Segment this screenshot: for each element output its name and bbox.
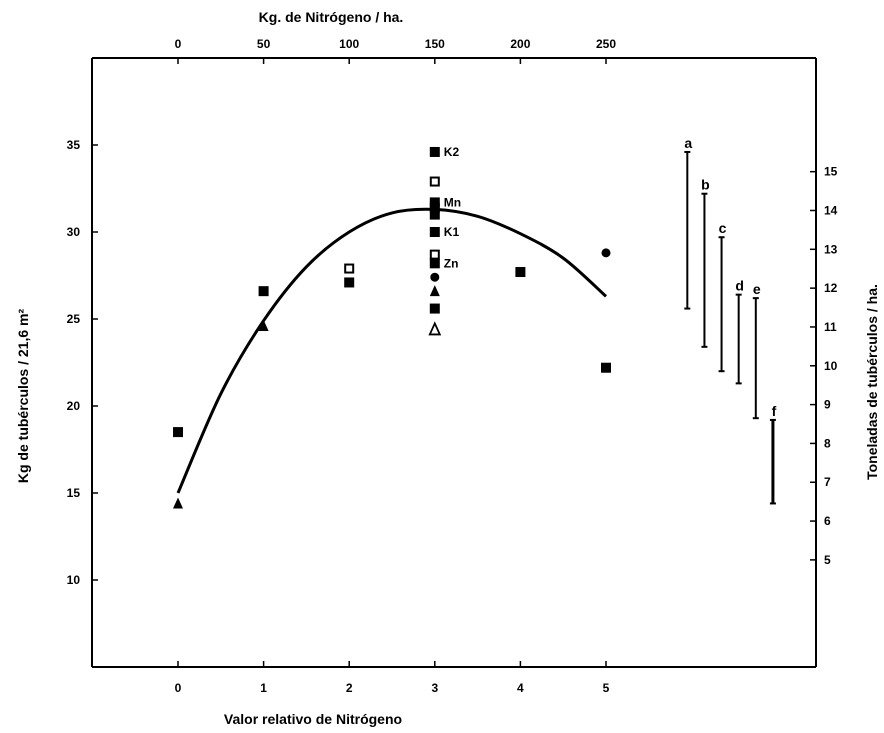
error-bar-label: f: [772, 403, 777, 419]
y-right-tick-label: 10: [824, 359, 838, 373]
y-left-tick-label: 20: [67, 399, 81, 413]
point-open-triangle: [428, 321, 442, 336]
top-tick-label: 200: [510, 37, 530, 51]
point-filled-triangle: [429, 285, 440, 297]
point-open-square: [429, 249, 440, 260]
point-filled-square: [515, 267, 526, 278]
y-right-tick-label: 6: [824, 514, 831, 528]
top-tick-label: 250: [596, 37, 616, 51]
error-bars: a b c d e f: [684, 135, 777, 505]
top-tick-label: 0: [175, 37, 182, 51]
top-axis-title: Kg. de Nitrógeno / ha.: [259, 9, 404, 25]
point-open-square: [429, 176, 440, 187]
point-filled-square: [429, 258, 440, 269]
x-tick-label: 5: [603, 681, 610, 695]
point-filled-circle: [601, 248, 611, 258]
x-tick-label: 4: [517, 681, 524, 695]
point-filled-square: [429, 197, 440, 208]
y-right-tick-label: 7: [824, 475, 831, 489]
point-filled-triangle: [258, 319, 269, 331]
x-tick-label: 0: [175, 681, 182, 695]
error-bar-label: e: [753, 281, 761, 297]
y-right-tick-label: 15: [824, 165, 838, 179]
y-right-tick-label: 8: [824, 436, 831, 450]
point-filled-square: [258, 286, 269, 297]
point-filled-square: [429, 303, 440, 314]
top-tick-label: 100: [339, 37, 359, 51]
x-tick-label: 1: [260, 681, 267, 695]
y-left-tick-label: 30: [67, 225, 81, 239]
point-filled-square: [429, 202, 440, 213]
error-bar-label: b: [701, 177, 710, 193]
point-filled-square: [344, 277, 355, 288]
y-right-tick-label: 11: [824, 320, 837, 334]
y-axis-right-title: Toneladas de tubérculos / ha.: [864, 284, 880, 480]
point-filled-circle: [430, 272, 440, 282]
point-label: K1: [444, 225, 460, 239]
fit-curve: [176, 207, 608, 494]
y-right-tick-label: 13: [824, 242, 838, 256]
x-axis-title: Valor relativo de Nitrógeno: [224, 711, 402, 727]
x-tick-label: 3: [431, 681, 438, 695]
point-filled-square: [429, 227, 440, 237]
error-bar-label: a: [684, 135, 692, 151]
point-label: Mn: [444, 195, 461, 209]
y-right-tick-label: 14: [824, 203, 838, 217]
point-filled-square: [601, 362, 611, 373]
plot-frame: [91, 57, 817, 668]
point-filled-square: [429, 209, 440, 220]
y-left-tick-label: 25: [67, 312, 81, 326]
y-axis-left-title: Kg de tubérculos / 21,6 m²: [15, 309, 31, 484]
y-left-tick-label: 10: [67, 573, 81, 587]
ticks: 0 1 2 3 4 50 50 100 150 200 2501015202530355678910…: [67, 37, 838, 695]
y-left-tick-label: 15: [67, 486, 81, 500]
point-filled-square: [173, 427, 183, 438]
y-right-tick-label: 9: [824, 398, 831, 412]
point-filled-triangle: [173, 497, 183, 509]
error-bar-label: c: [719, 220, 727, 236]
y-right-tick-label: 5: [824, 553, 831, 567]
y-left-tick-label: 35: [67, 138, 81, 152]
data-points: K2 Mn K1 Zn: [173, 145, 611, 509]
error-bar-label: d: [735, 278, 744, 294]
y-right-tick-label: 12: [824, 281, 838, 295]
x-tick-label: 2: [346, 681, 353, 695]
point-open-square: [344, 263, 355, 274]
point-label: Zn: [444, 256, 459, 270]
point-filled-square: [429, 146, 440, 157]
point-label: K2: [444, 145, 460, 159]
top-tick-label: 50: [257, 37, 271, 51]
top-tick-label: 150: [425, 37, 445, 51]
